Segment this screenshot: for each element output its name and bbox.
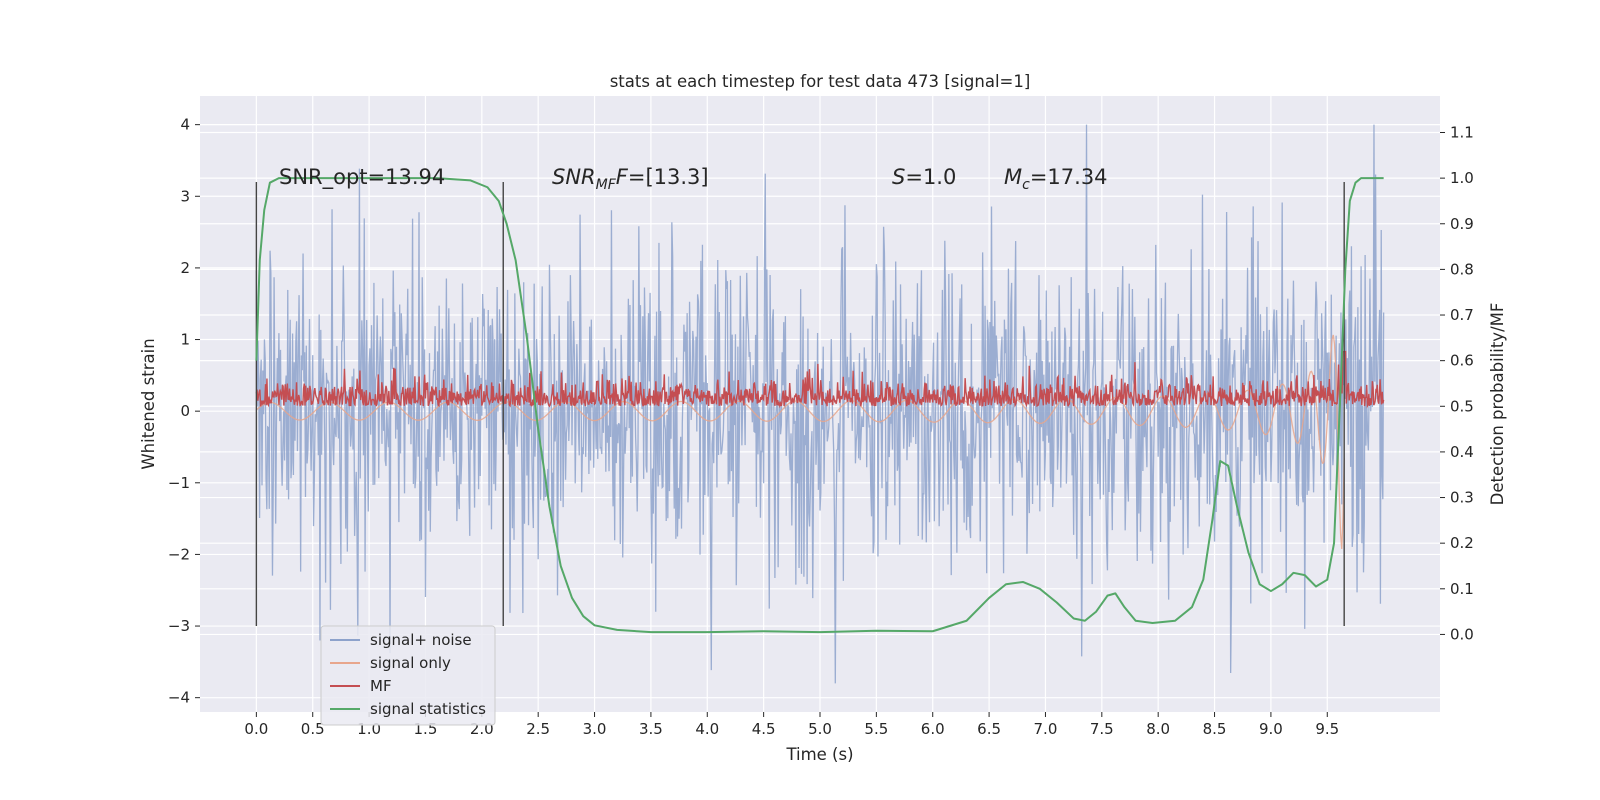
y2-tick-label: 0.4 [1450, 443, 1474, 461]
x-tick-label: 4.5 [752, 720, 776, 738]
x-tick-label: 6.0 [921, 720, 945, 738]
x-tick-label: 8.0 [1146, 720, 1170, 738]
x-tick-label: 2.5 [526, 720, 550, 738]
y2-axis-label: Detection probability/MF [1488, 303, 1507, 506]
y-tick-label: 0 [180, 402, 190, 420]
mc-annotation: Mc=17.34 [1004, 165, 1108, 193]
y-tick-label: −3 [168, 617, 190, 635]
legend-label-signal-statistics: signal statistics [370, 700, 486, 718]
y2-axis-ticks: 0.0 0.1 0.2 0.3 0.4 0.5 0.6 0.7 0.8 0.9 1.0 1.1 [1440, 124, 1474, 643]
y2-tick-label: 0.1 [1450, 580, 1474, 598]
signal-plus-noise-line [255, 124, 1385, 684]
y-tick-label: −1 [168, 474, 190, 492]
y-tick-label: −4 [168, 689, 190, 707]
x-tick-label: 3.5 [639, 720, 663, 738]
y-tick-label: 2 [180, 259, 190, 277]
y2-tick-label: 0.3 [1450, 489, 1474, 507]
x-tick-label: 3.0 [583, 720, 607, 738]
y2-tick-label: 0.0 [1450, 625, 1474, 643]
snr-mf-symbol: SNR [552, 165, 596, 189]
x-tick-label: 0.5 [301, 720, 325, 738]
y-tick-label: 1 [180, 331, 190, 349]
y2-tick-label: 0.2 [1450, 534, 1474, 552]
snr-mf-value: =[13.3] [628, 165, 709, 189]
mc-value: =17.34 [1030, 165, 1108, 189]
snr-opt-annotation: SNR_opt=13.94 [279, 165, 445, 190]
x-tick-label: 7.5 [1090, 720, 1114, 738]
x-axis-label: Time (s) [785, 745, 853, 764]
y-tick-label: −2 [168, 545, 190, 563]
mf-line [255, 350, 1385, 409]
legend-box [320, 625, 496, 726]
x-tick-label: 6.5 [977, 720, 1001, 738]
y2-tick-label: 0.7 [1450, 306, 1474, 324]
y-axis-ticks: −4 −3 −2 −1 0 1 2 3 4 [168, 116, 200, 707]
snr-mf-subscript: MF [596, 177, 617, 193]
legend-label-signal-noise: signal+ noise [370, 631, 472, 649]
y2-tick-label: 0.9 [1450, 215, 1474, 233]
x-tick-label: 9.0 [1259, 720, 1283, 738]
vertical-marker-lines [255, 181, 1345, 627]
x-tick-label: 0.0 [244, 720, 268, 738]
mc-symbol: M [1004, 165, 1022, 189]
signal-statistics-line [255, 177, 1384, 634]
legend-label-signal-only: signal only [370, 654, 451, 672]
x-tick-label: 5.5 [864, 720, 888, 738]
x-tick-label: 7.0 [1034, 720, 1058, 738]
x-axis-ticks: 0.0 0.5 1.0 1.5 2.0 2.5 3.0 3.5 4.0 4.5 5.0 5.5 6.0 6… [244, 712, 1339, 738]
y2-tick-label: 0.8 [1450, 260, 1474, 278]
x-tick-label: 9.5 [1315, 720, 1339, 738]
s-value: =1.0 [905, 165, 956, 189]
legend-label-mf: MF [370, 677, 392, 695]
y-tick-label: 4 [180, 116, 190, 134]
y-tick-label: 3 [180, 187, 190, 205]
chart-title: stats at each timestep for test data 473… [610, 72, 1031, 91]
y2-tick-label: 1.0 [1450, 169, 1474, 187]
s-annotation: S=1.0 [892, 165, 956, 189]
signal-plus-noise-series [255, 124, 1385, 684]
mf-series [255, 350, 1385, 409]
x-tick-label: 5.0 [808, 720, 832, 738]
signal-statistics-series [255, 177, 1384, 634]
mc-subscript: c [1022, 177, 1030, 193]
legend: signal+ noise signal only MF signal stat… [320, 625, 496, 726]
snr-mf-annotation: SNRMFF=[13.3] [552, 165, 709, 193]
s-symbol: S [892, 165, 905, 189]
y2-tick-label: 0.5 [1450, 397, 1474, 415]
x-tick-label: 8.5 [1203, 720, 1227, 738]
y2-tick-label: 0.6 [1450, 352, 1474, 370]
x-tick-label: 4.0 [695, 720, 719, 738]
y2-tick-label: 1.1 [1450, 124, 1474, 142]
y-axis-label: Whitened strain [139, 338, 158, 469]
annotations: SNR_opt=13.94 SNRMFF=[13.3] S=1.0 Mc=17.… [279, 165, 1108, 193]
snr-mf-f: F [616, 165, 629, 189]
